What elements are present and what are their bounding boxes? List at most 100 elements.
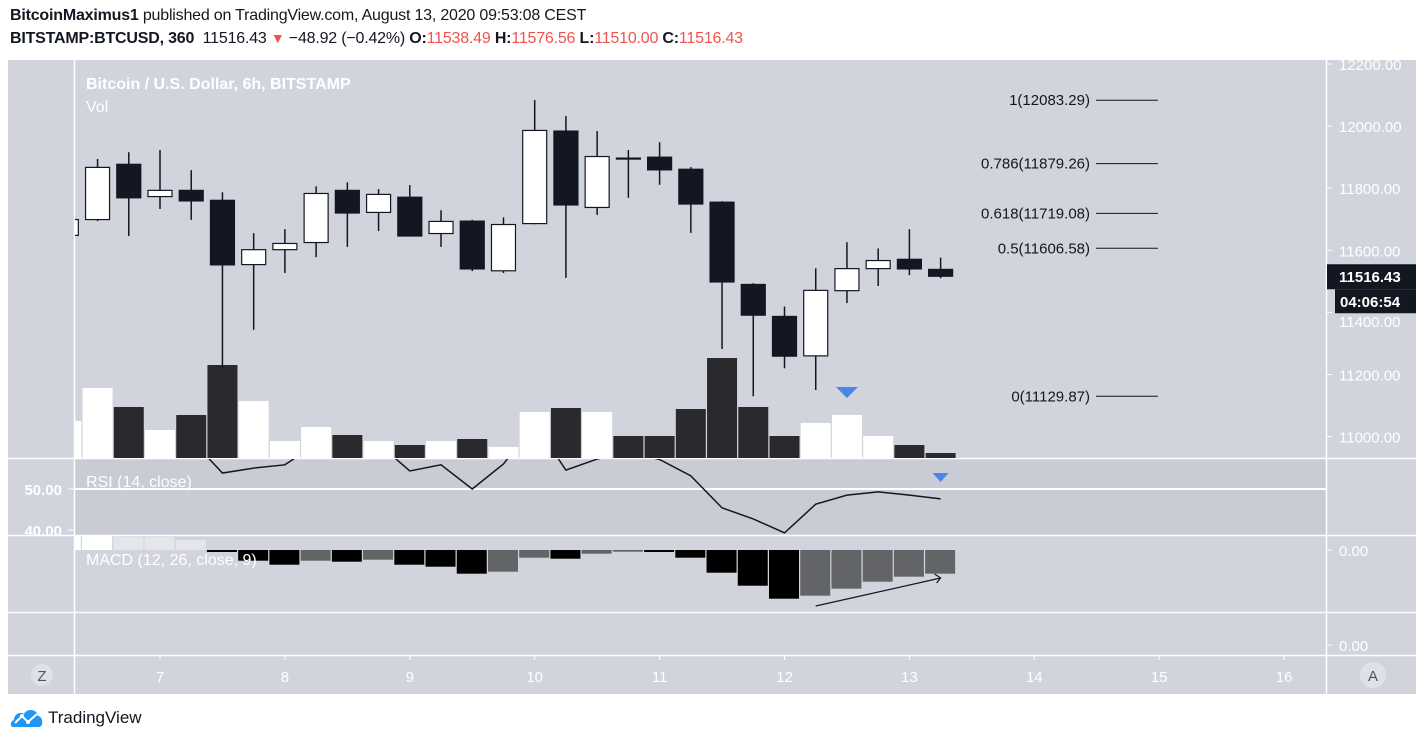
time-tick-label: 14 (1026, 669, 1043, 686)
candle-body (522, 129, 548, 225)
macd-bar (612, 550, 643, 552)
a-button-label[interactable]: A (1368, 668, 1378, 685)
macd-bar (175, 540, 206, 550)
candle-body (803, 289, 829, 357)
candle-body (490, 223, 517, 272)
macd-bar (425, 550, 456, 567)
button-circle[interactable] (31, 664, 53, 686)
candle[interactable] (740, 283, 766, 397)
volume-bar (75, 421, 82, 458)
candle[interactable] (615, 150, 641, 198)
macd-bar (925, 550, 956, 574)
candle-body (865, 259, 891, 270)
candle-body (615, 157, 641, 160)
candle-body (272, 242, 298, 251)
volume-bar (457, 439, 488, 458)
annotations[interactable] (815, 387, 949, 607)
candle[interactable] (459, 219, 485, 272)
candle[interactable] (84, 159, 111, 222)
last-price: 11516.43 (202, 30, 267, 47)
candle[interactable] (303, 186, 329, 258)
price-change: −48.92 (−0.42%) (288, 30, 405, 47)
lower-pane-tick-label: 0.00 (1339, 638, 1368, 655)
candle-body (646, 156, 673, 171)
button-circle[interactable] (1360, 662, 1386, 688)
candle[interactable] (834, 242, 860, 304)
candle[interactable] (803, 268, 829, 391)
candle[interactable] (522, 100, 548, 225)
auto-scale-button[interactable]: A (1360, 662, 1386, 688)
macd-bar (675, 550, 706, 558)
axes: 12200.00 12000.00 11800.00 11600.00 11400.00… (24, 57, 1416, 686)
candle[interactable] (928, 257, 954, 279)
candle[interactable] (771, 306, 798, 369)
rsi-tick-label: 40.00 (24, 523, 62, 540)
candle[interactable] (116, 152, 142, 237)
macd-bar (769, 550, 799, 599)
candle[interactable] (428, 210, 454, 247)
macd-bar (706, 550, 737, 573)
macd-bar (75, 536, 81, 550)
brand-name: TradingView (48, 708, 142, 727)
candle[interactable] (54, 218, 79, 237)
time-tick-label: 7 (156, 669, 164, 686)
candle[interactable] (646, 142, 673, 185)
candle[interactable] (334, 182, 360, 247)
volume-bar (394, 445, 425, 458)
candle[interactable] (365, 189, 392, 232)
marker-down-icon[interactable] (932, 473, 949, 482)
time-tick-label: 15 (1151, 669, 1168, 686)
candle[interactable] (865, 248, 891, 287)
candle-body (834, 268, 860, 292)
candle-body (303, 192, 329, 244)
last-price-label-bg (1327, 264, 1416, 290)
high-value: 11576.56 (511, 30, 576, 47)
candle[interactable] (584, 131, 610, 215)
bar-countdown: 04:06:54 (1340, 294, 1401, 311)
author-name[interactable]: BitcoinMaximus1 (10, 7, 139, 24)
tradingview-cloud-icon (10, 710, 43, 727)
candle-body (459, 220, 485, 270)
candle-body (896, 258, 923, 270)
z-button-label[interactable]: Z (37, 668, 46, 685)
macd-bar (394, 550, 425, 565)
candle[interactable] (397, 185, 423, 237)
volume-bar (238, 401, 269, 458)
macd-bar (300, 550, 331, 561)
trend-arrow-line[interactable] (815, 577, 941, 607)
scale-left-button[interactable]: Z (31, 664, 53, 686)
candle-body (428, 220, 454, 235)
candle-body (365, 193, 392, 214)
candle-body (241, 249, 267, 266)
volume-bar (176, 415, 207, 458)
rsi-tick-label: 50.00 (24, 482, 62, 499)
volume-bar (550, 408, 581, 458)
volume-bar (363, 441, 394, 458)
candle-body (334, 189, 360, 214)
published-text: published on TradingView.com, August 13,… (142, 7, 587, 24)
candle-body (84, 166, 111, 221)
price-tick-label: 12000.00 (1339, 119, 1402, 136)
volume-bar (831, 415, 862, 458)
candle[interactable] (209, 192, 236, 369)
candle[interactable] (178, 170, 204, 220)
macd-bar (82, 536, 113, 550)
candle-body (678, 168, 704, 205)
candle[interactable] (241, 233, 267, 330)
footer-brand[interactable]: TradingView (10, 707, 142, 729)
pane-dividers (8, 60, 1416, 694)
candle[interactable] (272, 229, 298, 273)
fib-retracement[interactable]: 1(12083.29) 0.786(11879.26) 0.618(11719.08… (981, 92, 1158, 405)
candle[interactable] (896, 229, 923, 276)
macd-bar (800, 550, 831, 596)
candle[interactable] (678, 167, 704, 233)
candle[interactable] (553, 116, 579, 278)
volume-bar (82, 388, 113, 458)
candle[interactable] (709, 201, 735, 350)
candle[interactable] (490, 217, 517, 273)
marker-down-icon[interactable] (835, 387, 858, 398)
time-tick-label: 13 (901, 669, 918, 686)
close-label: C: (662, 30, 679, 47)
candle[interactable] (147, 150, 173, 210)
